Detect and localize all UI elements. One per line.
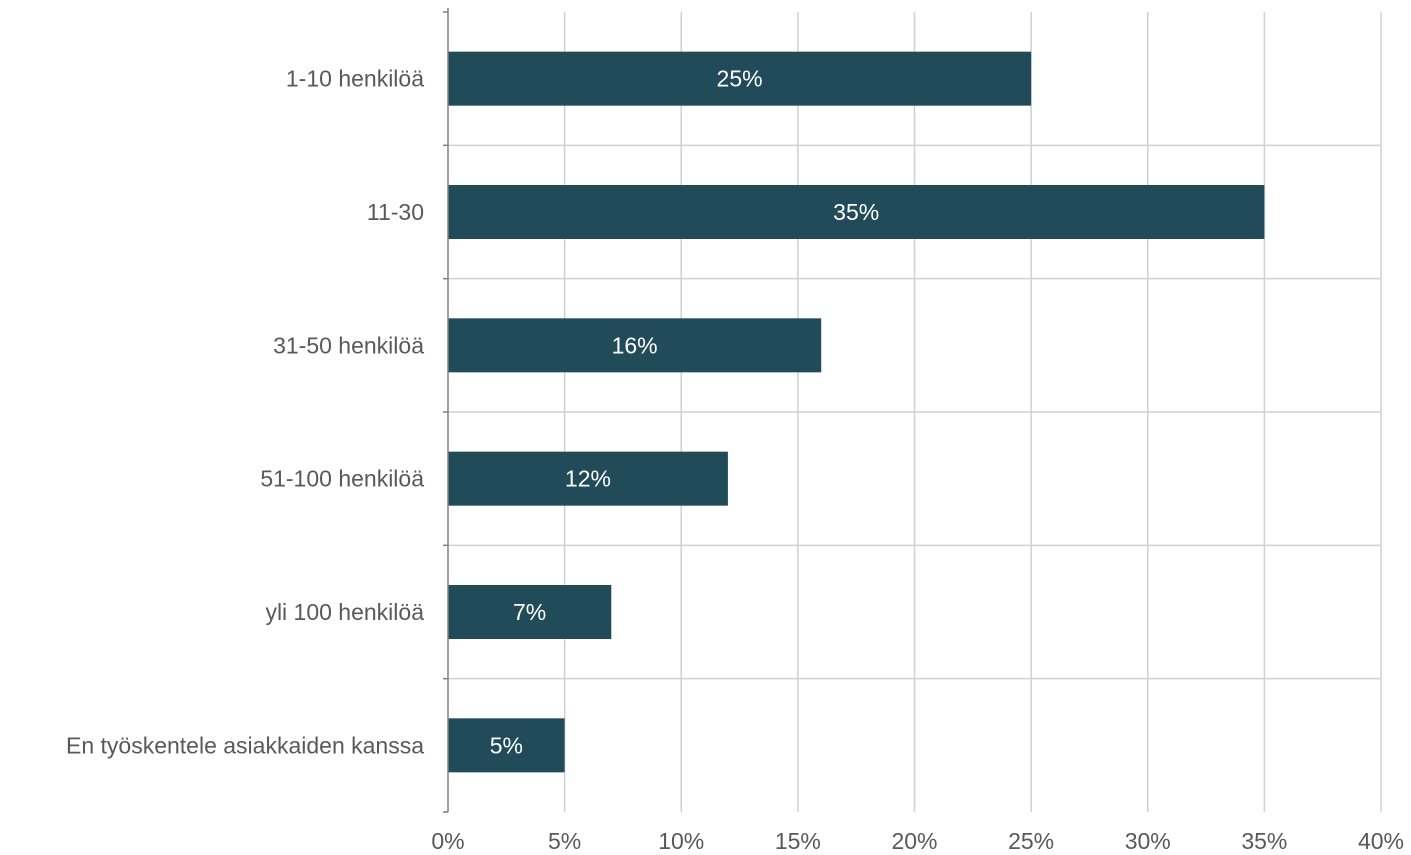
category-label: 11-30	[367, 199, 424, 225]
bar	[448, 451, 728, 506]
x-tick-label: 5%	[548, 828, 581, 854]
category-label: yli 100 henkilöä	[265, 599, 424, 625]
category-label: 1-10 henkilöä	[286, 66, 424, 92]
bar	[448, 51, 1032, 106]
x-tick-label: 0%	[431, 828, 464, 854]
bar	[448, 585, 612, 639]
category-label: En työskentele asiakkaiden kanssa	[66, 732, 424, 758]
bars	[448, 51, 1265, 773]
data-label: 16%	[612, 332, 658, 358]
data-label: 25%	[717, 66, 763, 92]
data-label: 5%	[490, 732, 523, 758]
x-tick-label: 15%	[775, 828, 821, 854]
axes	[443, 8, 449, 813]
x-tick-label: 20%	[891, 828, 937, 854]
x-tick-label: 30%	[1125, 828, 1171, 854]
labels: 0% 5% 10% 15% 20% 25% 30% 35% 40% 25% 1-10 henkilö…	[66, 66, 1404, 854]
x-tick-label: 10%	[658, 828, 704, 854]
category-label: 51-100 henkilöä	[260, 466, 424, 492]
x-tick-label: 25%	[1008, 828, 1054, 854]
data-label: 35%	[833, 199, 879, 225]
bar	[448, 185, 1265, 239]
bar	[448, 318, 822, 373]
x-tick-label: 40%	[1358, 828, 1404, 854]
grid-lines	[448, 12, 1382, 812]
bar	[448, 718, 565, 773]
x-tick-label: 35%	[1241, 828, 1287, 854]
data-label: 12%	[565, 466, 611, 492]
data-label: 7%	[513, 599, 546, 625]
category-label: 31-50 henkilöä	[273, 332, 424, 358]
